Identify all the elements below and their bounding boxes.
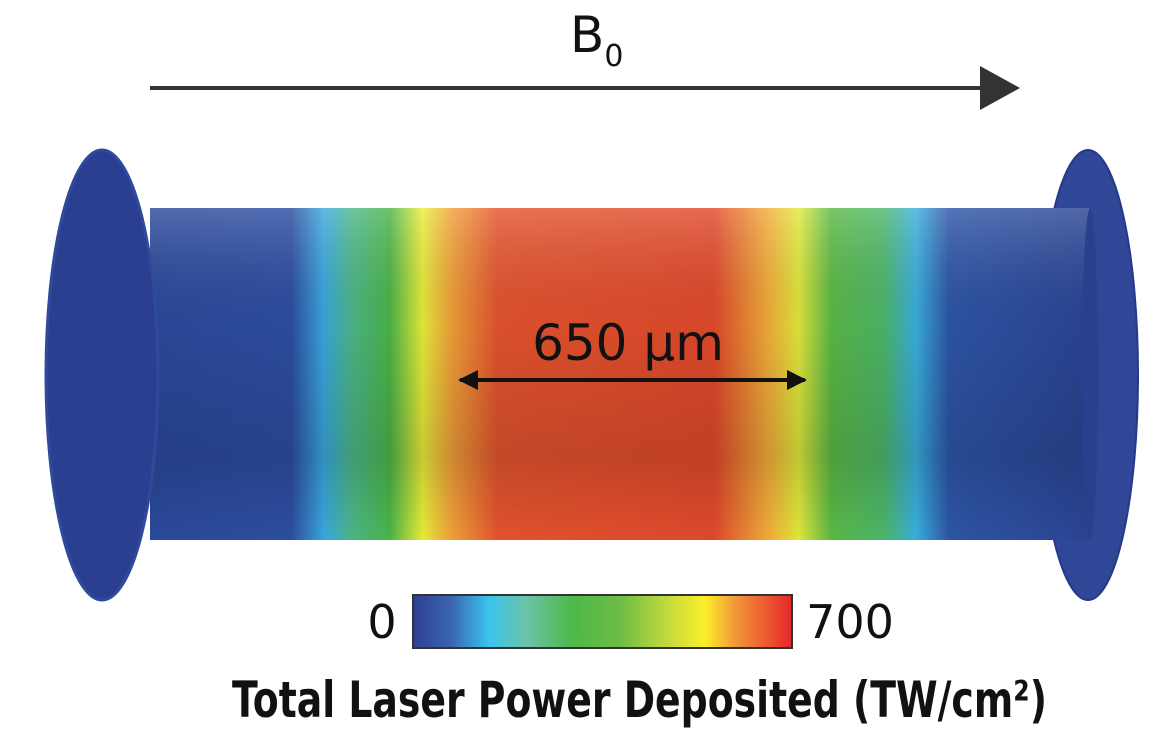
dimension-label: 650 µm bbox=[532, 314, 724, 372]
colorbar-title: Total Laser Power Deposited (TW/cm²) bbox=[232, 671, 1047, 729]
field-arrowhead bbox=[980, 66, 1020, 110]
field-subscript: 0 bbox=[604, 39, 623, 74]
body-shading bbox=[150, 208, 1090, 540]
colorbar bbox=[412, 594, 793, 649]
field-symbol: B bbox=[570, 6, 604, 64]
body-end bbox=[1082, 208, 1098, 540]
colorbar-min: 0 bbox=[367, 595, 396, 649]
left-flange bbox=[44, 148, 160, 602]
colorbar-max: 700 bbox=[806, 595, 894, 649]
field-label: B0 bbox=[570, 6, 623, 74]
